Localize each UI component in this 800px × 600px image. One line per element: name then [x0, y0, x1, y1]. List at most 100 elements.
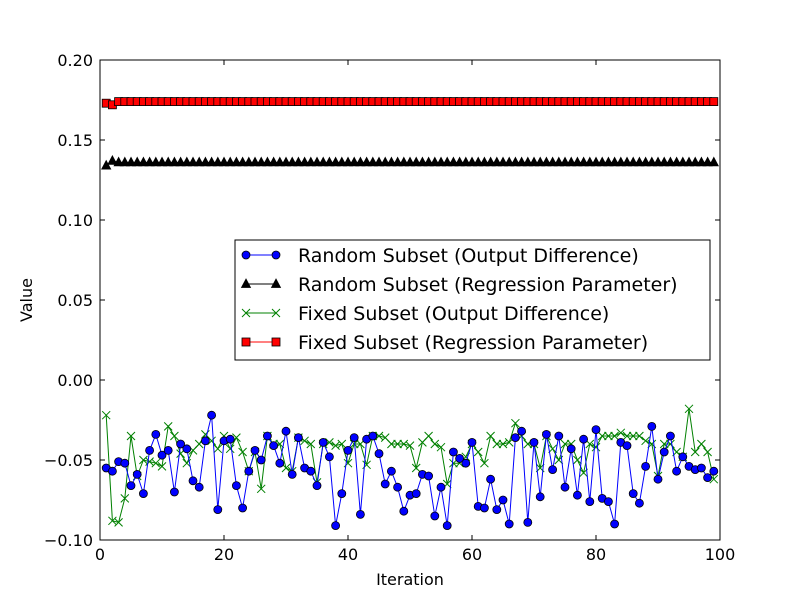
data-point-random-subset-regression-parameter: [652, 156, 664, 167]
data-point-fixed-subset-output-difference: [238, 447, 247, 457]
data-point-random-subset-output-difference: [573, 490, 582, 500]
data-point-random-subset-output-difference: [262, 431, 272, 441]
data-point-random-subset-output-difference: [306, 466, 316, 476]
data-point-random-subset-output-difference: [622, 441, 632, 451]
data-point-random-subset-output-difference: [287, 469, 297, 479]
data-point-fixed-subset-output-difference: [405, 441, 415, 450]
data-point-fixed-subset-output-difference: [387, 439, 396, 449]
data-point-random-subset-regression-parameter: [249, 156, 261, 167]
data-point-random-subset-output-difference: [163, 445, 173, 455]
data-point-fixed-subset-output-difference: [163, 422, 173, 431]
data-point-random-subset-regression-parameter: [101, 159, 112, 170]
data-point-random-subset-regression-parameter: [231, 156, 242, 167]
data-point-random-subset-regression-parameter: [590, 156, 602, 167]
data-point-random-subset-regression-parameter: [683, 156, 695, 167]
data-point-fixed-subset-output-difference: [430, 439, 440, 449]
y-tick-label: 0.00: [57, 371, 93, 390]
data-point-random-subset-output-difference: [312, 481, 322, 491]
legend-item-fixed-subset-regression-parameter: Fixed Subset (Regression Parameter): [241, 332, 648, 354]
data-point-random-subset-output-difference: [200, 436, 210, 446]
y-tick-label: −0.10: [44, 531, 93, 550]
data-point-random-subset-regression-parameter: [615, 156, 626, 167]
data-point-random-subset-output-difference: [566, 444, 576, 454]
data-point-random-subset-regression-parameter: [404, 156, 416, 167]
data-point-random-subset-regression-parameter: [597, 156, 608, 167]
data-point-fixed-subset-output-difference: [659, 439, 669, 449]
data-point-random-subset-regression-parameter: [516, 156, 527, 167]
data-point-random-subset-regression-parameter: [243, 156, 254, 167]
y-tick-label: 0.05: [57, 291, 93, 310]
legend-marker: [240, 278, 252, 288]
data-point-random-subset-output-difference: [213, 505, 223, 515]
data-point-random-subset-output-difference: [256, 455, 266, 465]
legend-label: Random Subset (Output Difference): [298, 245, 639, 267]
data-point-random-subset-output-difference: [349, 433, 359, 443]
data-point-random-subset-regression-parameter: [572, 156, 583, 167]
data-point-random-subset-output-difference: [343, 445, 353, 455]
legend-marker: [271, 308, 281, 318]
data-point-random-subset-regression-parameter: [212, 156, 223, 167]
data-point-fixed-subset-output-difference: [393, 439, 402, 449]
data-point-random-subset-output-difference: [281, 426, 291, 436]
data-point-random-subset-regression-parameter: [429, 156, 440, 167]
data-point-random-subset-output-difference: [542, 429, 551, 439]
x-tick-label: 80: [586, 545, 606, 564]
data-point-fixed-subset-output-difference: [511, 418, 520, 428]
data-point-random-subset-output-difference: [548, 465, 557, 475]
legend: Random Subset (Output Difference) Random …: [234, 239, 711, 361]
data-point-fixed-subset-output-difference: [690, 447, 700, 457]
data-point-random-subset-regression-parameter: [621, 156, 633, 167]
data-point-random-subset-regression-parameter: [200, 156, 211, 167]
data-point-random-subset-regression-parameter: [690, 156, 701, 167]
data-point-fixed-subset-output-difference: [424, 431, 433, 441]
data-point-random-subset-regression-parameter: [181, 156, 192, 167]
data-point-fixed-subset-output-difference: [337, 439, 347, 449]
data-point-fixed-subset-output-difference: [325, 438, 334, 447]
data-point-random-subset-output-difference: [126, 481, 136, 491]
data-point-random-subset-output-difference: [591, 425, 601, 435]
data-point-fixed-subset-output-difference: [492, 439, 502, 449]
data-point-random-subset-output-difference: [436, 482, 446, 492]
legend-entries: Random Subset (Output Difference) Random …: [240, 245, 678, 354]
data-point-fixed-subset-output-difference: [697, 439, 706, 449]
data-point-random-subset-regression-parameter: [138, 156, 149, 167]
data-point-random-subset-regression-parameter: [156, 156, 168, 167]
legend-marker: [241, 308, 251, 318]
data-point-random-subset-regression-parameter: [454, 156, 465, 167]
data-point-random-subset-output-difference: [703, 473, 712, 483]
data-point-random-subset-regression-parameter: [336, 156, 347, 167]
data-point-random-subset-regression-parameter: [417, 156, 428, 167]
data-point-random-subset-regression-parameter: [349, 156, 360, 167]
data-point-random-subset-output-difference: [585, 497, 595, 507]
data-point-random-subset-output-difference: [231, 481, 241, 491]
data-point-fixed-subset-output-difference: [139, 455, 148, 465]
y-axis-label: Value: [17, 278, 36, 322]
data-point-random-subset-output-difference: [188, 476, 198, 486]
data-point-fixed-subset-output-difference: [157, 462, 167, 471]
data-point-random-subset-regression-parameter: [225, 156, 236, 167]
data-point-random-subset-regression-parameter: [485, 156, 496, 167]
data-point-random-subset-output-difference: [244, 466, 254, 476]
data-point-random-subset-output-difference: [182, 444, 192, 454]
data-point-fixed-subset-output-difference: [436, 442, 446, 452]
data-point-random-subset-output-difference: [169, 487, 179, 497]
data-point-fixed-subset-output-difference: [101, 410, 111, 420]
data-point-random-subset-regression-parameter: [466, 156, 478, 167]
data-point-random-subset-regression-parameter: [163, 156, 174, 167]
series-fixed-subset-regression-parameter: [101, 97, 719, 110]
x-tick-label: 0: [95, 545, 105, 564]
y-tick-label: 0.20: [57, 51, 93, 70]
data-point-random-subset-output-difference: [511, 433, 520, 443]
data-point-random-subset-regression-parameter: [479, 156, 490, 167]
data-point-fixed-subset-output-difference: [616, 428, 626, 438]
data-point-random-subset-output-difference: [504, 519, 514, 529]
data-point-random-subset-output-difference: [393, 482, 403, 492]
series-layer: [101, 97, 719, 530]
data-point-fixed-subset-output-difference: [207, 436, 216, 446]
data-point-random-subset-regression-parameter: [218, 156, 230, 167]
data-point-random-subset-regression-parameter: [671, 156, 682, 167]
data-point-random-subset-regression-parameter: [367, 156, 378, 167]
data-point-random-subset-output-difference: [368, 431, 378, 441]
data-point-random-subset-regression-parameter: [287, 156, 298, 167]
